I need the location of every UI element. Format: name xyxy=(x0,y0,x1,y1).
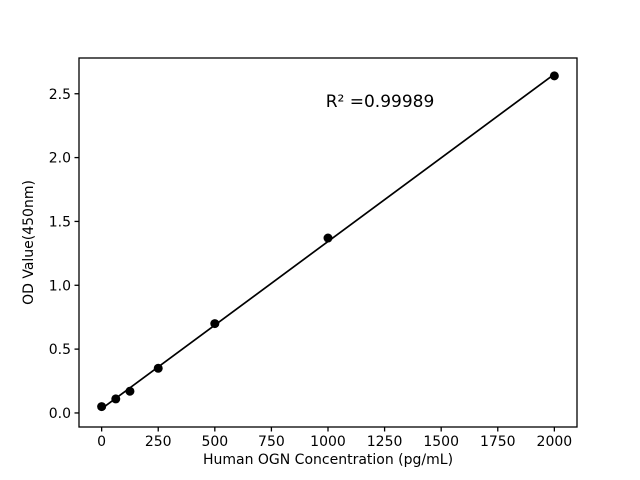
y-tick-label: 0.0 xyxy=(49,406,71,422)
axes-layer: 0 250 500 750 1000 1250 1500 1750 2000 0.0 0.5 1.0 1… xyxy=(49,57,578,450)
y-tick-label: 2.5 xyxy=(49,87,71,103)
y-tick-label: 1.0 xyxy=(49,278,71,294)
x-tick-label: 500 xyxy=(201,434,228,450)
x-tick-label: 1000 xyxy=(310,434,346,450)
data-point xyxy=(97,402,107,412)
data-point xyxy=(111,394,121,404)
data-points-layer xyxy=(97,71,559,412)
y-tick-label: 2.0 xyxy=(49,151,71,167)
y-tick-label: 1.5 xyxy=(49,214,71,230)
x-tick-label: 1500 xyxy=(423,434,459,450)
data-point xyxy=(323,233,333,243)
x-tick-label: 1250 xyxy=(367,434,403,450)
x-tick-label: 1750 xyxy=(480,434,516,450)
x-tick-label: 2000 xyxy=(537,434,573,450)
r-squared-annotation: R² =0.99989 xyxy=(326,92,435,112)
data-point xyxy=(125,386,135,396)
y-axis-label: OD Value(450nm) xyxy=(21,180,37,305)
data-point xyxy=(549,71,559,81)
x-tick-label: 0 xyxy=(97,434,106,450)
x-axis-label: Human OGN Concentration (pg/mL) xyxy=(203,452,453,468)
data-point xyxy=(210,319,220,329)
data-point xyxy=(153,363,163,373)
x-tick-label: 750 xyxy=(258,434,285,450)
x-tick-label: 250 xyxy=(145,434,172,450)
y-tick-label: 0.5 xyxy=(49,342,71,358)
